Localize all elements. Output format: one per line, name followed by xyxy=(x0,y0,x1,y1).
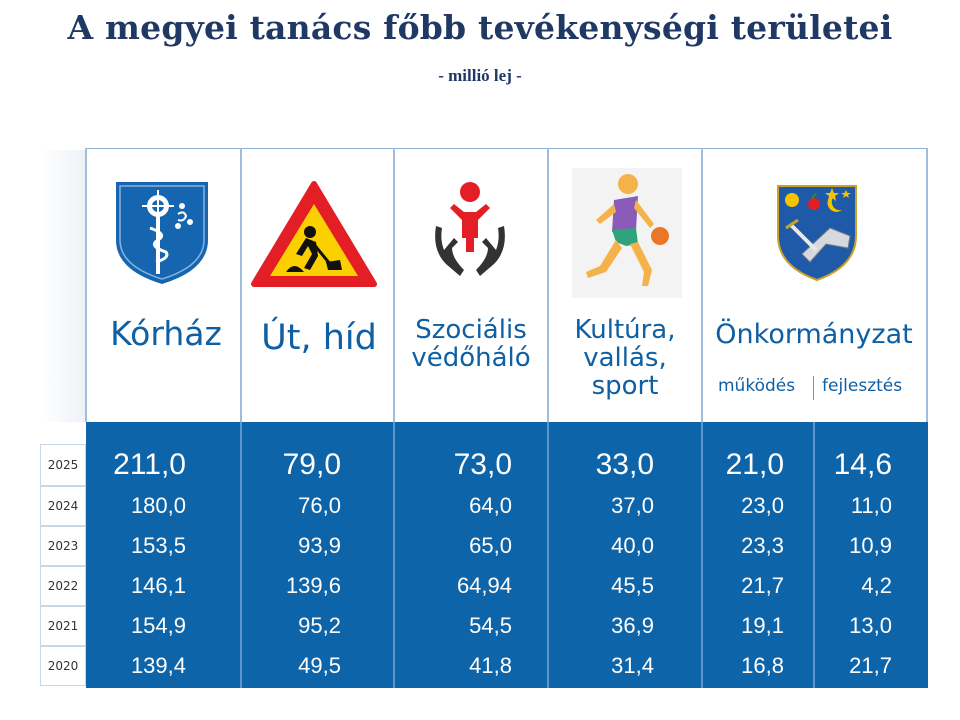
header-mukodes: működés xyxy=(718,376,796,396)
social-care-hands-icon xyxy=(435,182,505,276)
cell-1-2021: 95,2 xyxy=(298,613,341,638)
cell-4-2024: 23,0 xyxy=(741,493,784,518)
data-sep-3 xyxy=(547,422,549,688)
cell-4-2020: 16,8 xyxy=(741,653,784,678)
cell-5-2020: 21,7 xyxy=(849,653,892,678)
cell-3-2025: 33,0 xyxy=(595,448,654,481)
cell-4-2021: 19,1 xyxy=(741,613,784,638)
header-sep-4 xyxy=(701,148,703,422)
year-label-2022: 2022 xyxy=(40,566,86,606)
cell-2-2021: 54,5 xyxy=(469,613,512,638)
county-coat-of-arms-icon xyxy=(777,185,857,282)
cell-1-2022: 139,6 xyxy=(285,573,341,598)
cell-0-2025: 211,0 xyxy=(113,448,186,481)
cell-0-2020: 139,4 xyxy=(130,653,186,678)
cell-3-2020: 31,4 xyxy=(611,653,654,678)
cell-2-2022: 64,94 xyxy=(456,573,512,598)
cell-1-2025: 79,0 xyxy=(282,448,341,481)
cell-2-2023: 65,0 xyxy=(469,533,512,558)
header-border-left xyxy=(85,148,87,422)
cell-3-2022: 45,5 xyxy=(611,573,654,598)
header-ut-hid: Út, híd xyxy=(261,318,377,358)
cell-2-2024: 64,0 xyxy=(469,493,512,518)
header-kultura: Kultúra, vallás, sport xyxy=(550,316,700,400)
header-sep-1 xyxy=(240,148,242,422)
cell-1-2020: 49,5 xyxy=(298,653,341,678)
header-kultura-line-1: Kultúra, xyxy=(574,315,676,345)
header-sep-3 xyxy=(547,148,549,422)
year-label-2024: 2024 xyxy=(40,486,86,526)
data-table-body xyxy=(86,422,928,688)
cell-2-2020: 41,8 xyxy=(469,653,512,678)
unit-subtitle: - millió lej - xyxy=(438,66,522,85)
year-label-2023: 2023 xyxy=(40,526,86,566)
cell-1-2024: 76,0 xyxy=(298,493,341,518)
year-label-2025: 2025 xyxy=(40,444,86,486)
header-onkormanyzat: Önkormányzat xyxy=(715,319,913,350)
cell-5-2023: 10,9 xyxy=(849,533,892,558)
header-sep-2 xyxy=(393,148,395,422)
header-kultura-line-2: vallás, sport xyxy=(583,343,667,402)
cell-3-2024: 37,0 xyxy=(611,493,654,518)
data-sep-2 xyxy=(393,422,395,688)
header-shade xyxy=(40,150,86,422)
data-sep-1 xyxy=(240,422,242,688)
data-sep-4 xyxy=(701,422,703,688)
header-szocialis-line-1: Szociális xyxy=(415,315,527,345)
cell-0-2024: 180,0 xyxy=(130,493,186,518)
cell-4-2025: 21,0 xyxy=(725,448,784,481)
cell-0-2023: 153,5 xyxy=(130,533,186,558)
subheader-divider xyxy=(813,376,814,400)
cell-1-2023: 93,9 xyxy=(298,533,341,558)
page-title: A megyei tanács főbb tevékenységi terüle… xyxy=(67,8,893,47)
header-fejlesztes: fejlesztés xyxy=(822,376,903,396)
roadwork-sign-icon xyxy=(251,181,377,287)
hospital-shield-icon xyxy=(116,182,208,284)
cell-4-2022: 21,7 xyxy=(741,573,784,598)
cell-2-2025: 73,0 xyxy=(453,448,512,481)
cell-3-2023: 40,0 xyxy=(611,533,654,558)
cell-4-2023: 23,3 xyxy=(741,533,784,558)
header-korhaz: Kórház xyxy=(110,314,222,353)
year-label-2020: 2020 xyxy=(40,646,86,686)
cell-5-2024: 11,0 xyxy=(850,493,892,518)
cell-0-2021: 154,9 xyxy=(130,613,186,638)
data-sep-5 xyxy=(813,422,815,688)
cell-5-2021: 13,0 xyxy=(849,613,892,638)
header-szocialis: Szociális védőháló xyxy=(398,316,544,372)
header-szocialis-line-2: védőháló xyxy=(411,343,531,374)
cell-0-2022: 146,1 xyxy=(130,573,186,598)
header-border-right xyxy=(926,148,928,422)
basketball-player-icon xyxy=(572,168,682,298)
cell-5-2022: 4,2 xyxy=(861,573,892,598)
cell-5-2025: 14,6 xyxy=(833,448,892,481)
cell-3-2021: 36,9 xyxy=(611,613,654,638)
year-label-2021: 2021 xyxy=(40,606,86,646)
